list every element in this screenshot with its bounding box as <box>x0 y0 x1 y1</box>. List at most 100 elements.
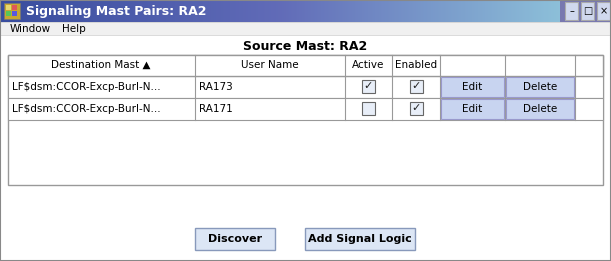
Bar <box>515 0 518 22</box>
Bar <box>130 0 132 22</box>
Bar <box>7 0 9 22</box>
Bar <box>62 0 64 22</box>
Bar <box>77 0 79 22</box>
Bar <box>34 0 35 22</box>
Bar <box>203 0 205 22</box>
Bar <box>374 0 376 22</box>
Bar <box>400 0 402 22</box>
Bar <box>523 0 525 22</box>
Bar <box>216 0 218 22</box>
Bar <box>10 0 12 22</box>
Text: Help: Help <box>62 23 86 33</box>
Bar <box>196 0 198 22</box>
Bar <box>260 0 262 22</box>
Bar <box>516 0 519 22</box>
Bar <box>3 0 5 22</box>
Bar <box>26 0 28 22</box>
Bar <box>460 0 463 22</box>
Bar <box>192 0 195 22</box>
Bar <box>442 0 445 22</box>
Bar <box>465 0 467 22</box>
Bar <box>285 0 287 22</box>
Bar <box>321 0 324 22</box>
Bar <box>141 0 143 22</box>
Bar <box>382 0 384 22</box>
Bar <box>89 0 90 22</box>
Bar <box>466 0 468 22</box>
Bar <box>122 0 124 22</box>
Bar <box>131 0 133 22</box>
Bar <box>94 0 96 22</box>
Bar <box>343 0 345 22</box>
Bar <box>242 0 244 22</box>
Bar <box>533 0 535 22</box>
Bar <box>149 0 151 22</box>
Bar <box>489 0 492 22</box>
Bar <box>226 0 229 22</box>
Bar <box>357 0 359 22</box>
Bar <box>251 0 253 22</box>
Bar <box>507 0 508 22</box>
Bar <box>280 0 282 22</box>
Bar <box>167 0 169 22</box>
Bar <box>195 228 275 250</box>
Bar <box>236 0 238 22</box>
Bar <box>253 0 255 22</box>
Text: Discover: Discover <box>208 234 262 244</box>
Bar <box>492 0 494 22</box>
Bar <box>18 0 20 22</box>
Bar <box>273 0 276 22</box>
Bar <box>310 0 312 22</box>
Bar <box>262 0 264 22</box>
Bar <box>503 0 505 22</box>
Bar <box>301 0 304 22</box>
Bar <box>327 0 329 22</box>
Bar <box>68 0 70 22</box>
Bar <box>150 0 152 22</box>
Bar <box>386 0 389 22</box>
Bar <box>117 0 119 22</box>
Bar <box>160 0 163 22</box>
Bar <box>426 0 429 22</box>
Bar <box>387 0 390 22</box>
Bar <box>8 55 603 76</box>
Bar <box>202 0 203 22</box>
Text: Delete: Delete <box>523 82 557 92</box>
Bar <box>235 0 237 22</box>
Bar <box>0 35 611 261</box>
Bar <box>252 0 254 22</box>
Bar <box>363 0 365 22</box>
Bar <box>4 0 7 22</box>
Bar <box>285 0 288 22</box>
Bar <box>104 0 106 22</box>
Bar <box>16 0 18 22</box>
Bar <box>481 0 484 22</box>
Bar <box>81 0 82 22</box>
Text: LF$dsm:CCOR-Excp-Burl-N...: LF$dsm:CCOR-Excp-Burl-N... <box>12 104 161 114</box>
Bar <box>164 0 167 22</box>
Bar <box>194 0 196 22</box>
Bar <box>238 0 241 22</box>
Bar <box>421 0 423 22</box>
Bar <box>547 0 550 22</box>
Bar <box>73 0 75 22</box>
Bar <box>410 0 412 22</box>
Bar <box>60 0 62 22</box>
Bar <box>158 0 160 22</box>
Bar <box>370 0 371 22</box>
Bar <box>120 0 122 22</box>
Bar <box>554 0 555 22</box>
Bar <box>364 0 366 22</box>
Bar <box>243 0 245 22</box>
Bar <box>247 0 250 22</box>
Bar <box>272 0 274 22</box>
Bar <box>488 0 491 22</box>
Text: Source Mast: RA2: Source Mast: RA2 <box>243 40 367 54</box>
Bar <box>309 0 311 22</box>
Bar <box>510 0 512 22</box>
Bar <box>249 0 251 22</box>
Bar <box>506 77 574 97</box>
Bar <box>258 0 260 22</box>
Bar <box>531 0 533 22</box>
Bar <box>2 0 4 22</box>
